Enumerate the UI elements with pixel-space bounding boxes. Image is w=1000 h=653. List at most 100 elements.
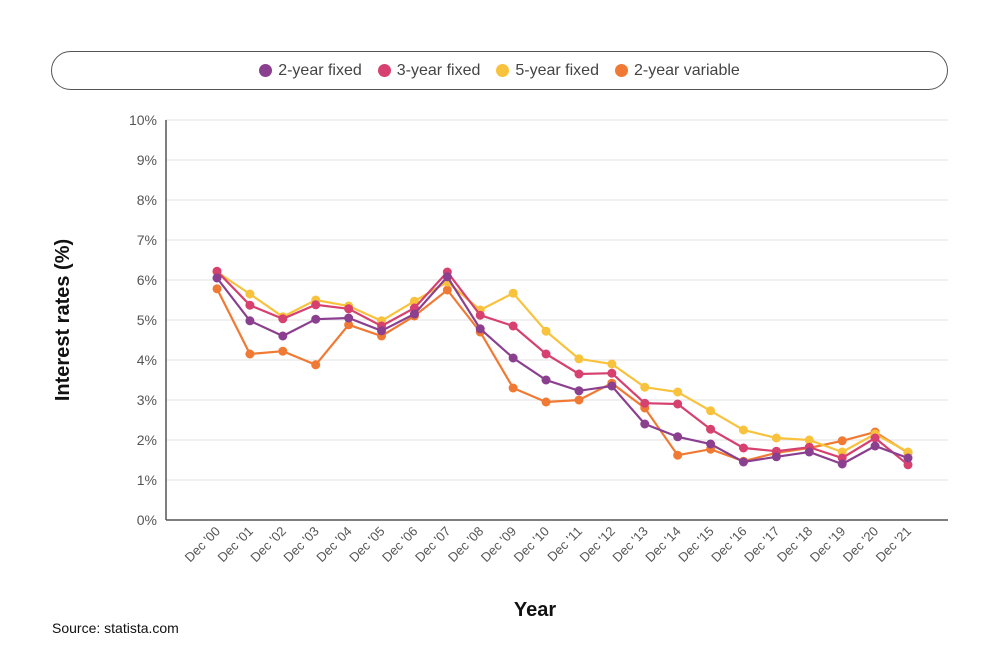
- data-point-5-year-fixed: [804, 435, 814, 445]
- data-point-5-year-fixed: [607, 359, 617, 369]
- source-note: Source: statista.com: [52, 620, 179, 636]
- x-tick-label: Dec '05: [346, 524, 387, 565]
- x-tick-label: Dec '21: [873, 524, 914, 565]
- data-point-3-year-fixed: [837, 453, 847, 463]
- data-point-2-year-fixed: [541, 375, 551, 385]
- data-point-5-year-fixed: [837, 447, 847, 457]
- data-point-2-year-variable: [475, 327, 485, 337]
- legend-marker: [496, 64, 510, 77]
- legend: 2-year fixed 3-year fixed 5-year fixed 2…: [51, 51, 948, 90]
- data-point-5-year-fixed: [640, 382, 650, 392]
- data-point-5-year-fixed: [212, 267, 222, 277]
- x-tick-label: Dec '19: [807, 524, 848, 565]
- data-point-2-year-fixed: [706, 439, 716, 449]
- y-tick-label: 9%: [137, 152, 157, 168]
- y-tick-label: 1%: [137, 472, 157, 488]
- x-tick-label: Dec '13: [609, 524, 650, 565]
- data-point-5-year-fixed: [442, 277, 452, 287]
- data-point-2-year-fixed: [804, 447, 814, 457]
- y-tick-label: 4%: [137, 352, 157, 368]
- y-axis-title: Interest rates (%): [52, 239, 74, 401]
- data-point-2-year-variable: [574, 395, 584, 405]
- data-point-2-year-variable: [278, 346, 288, 356]
- data-point-2-year-variable: [344, 320, 354, 330]
- x-tick-label: Dec '07: [412, 524, 453, 565]
- y-tick-label: 5%: [137, 312, 157, 328]
- x-tick-label: Dec '17: [741, 524, 782, 565]
- data-point-2-year-variable: [771, 448, 781, 458]
- data-point-3-year-fixed: [311, 300, 321, 310]
- data-point-2-year-variable: [377, 331, 387, 341]
- series-line-2-year-fixed: [216, 274, 909, 466]
- data-point-2-year-fixed: [245, 316, 255, 326]
- data-point-5-year-fixed: [541, 326, 551, 336]
- data-point-3-year-fixed: [607, 368, 617, 378]
- x-tick-label: Dec '01: [215, 524, 256, 565]
- data-point-5-year-fixed: [771, 433, 781, 443]
- data-point-2-year-variable: [738, 456, 748, 466]
- legend-label: 3-year fixed: [396, 61, 481, 79]
- data-point-3-year-fixed: [278, 314, 288, 324]
- data-point-2-year-variable: [607, 378, 617, 388]
- legend-item-5-year-fixed[interactable]: 5-year fixed: [496, 62, 599, 80]
- legend-label: 2-year variable: [633, 61, 740, 79]
- data-point-5-year-fixed: [475, 305, 485, 315]
- data-point-2-year-fixed: [640, 419, 650, 429]
- data-point-2-year-fixed: [475, 324, 485, 334]
- data-point-3-year-fixed: [508, 321, 518, 331]
- data-point-2-year-fixed: [311, 314, 321, 324]
- data-point-3-year-fixed: [442, 267, 452, 277]
- data-point-2-year-fixed: [870, 441, 880, 451]
- y-tick-label: 10%: [129, 112, 157, 128]
- data-point-3-year-fixed: [377, 321, 387, 331]
- legend-label: 2-year fixed: [278, 61, 362, 79]
- legend-marker: [259, 64, 273, 77]
- y-tick-label: 3%: [137, 392, 157, 408]
- data-point-3-year-fixed: [640, 398, 650, 408]
- y-tick-label: 6%: [137, 272, 157, 288]
- series-line-2-year-variable: [216, 288, 909, 463]
- data-point-2-year-fixed: [377, 326, 387, 336]
- x-tick-label: Dec '00: [182, 524, 223, 565]
- data-point-5-year-fixed: [903, 447, 913, 457]
- data-point-3-year-fixed: [475, 310, 485, 320]
- data-point-2-year-fixed: [574, 386, 584, 396]
- x-tick-label: Dec '18: [774, 524, 815, 565]
- data-point-2-year-variable: [837, 436, 847, 446]
- legend-item-2-year-fixed[interactable]: 2-year fixed: [259, 62, 362, 80]
- data-point-2-year-variable: [311, 360, 321, 370]
- x-tick-label: Dec '12: [576, 524, 617, 565]
- data-point-2-year-fixed: [771, 452, 781, 462]
- data-point-5-year-fixed: [409, 296, 419, 306]
- data-point-3-year-fixed: [804, 442, 814, 452]
- legend-marker: [614, 64, 628, 77]
- data-point-5-year-fixed: [377, 316, 387, 326]
- data-point-3-year-fixed: [409, 303, 419, 313]
- series-line-3-year-fixed: [216, 270, 909, 466]
- data-point-3-year-fixed: [738, 443, 748, 453]
- y-tick-label: 8%: [137, 192, 157, 208]
- data-point-2-year-variable: [442, 285, 452, 295]
- data-point-5-year-fixed: [870, 429, 880, 439]
- data-point-2-year-fixed: [212, 273, 222, 283]
- legend-item-2-year-variable[interactable]: 2-year variable: [614, 61, 740, 80]
- data-point-3-year-fixed: [245, 300, 255, 310]
- data-point-3-year-fixed: [870, 433, 880, 443]
- x-tick-label: Dec '20: [840, 524, 881, 565]
- x-tick-label: Dec '15: [675, 524, 716, 565]
- data-point-5-year-fixed: [508, 288, 518, 298]
- data-point-2-year-variable: [903, 448, 913, 458]
- data-point-5-year-fixed: [278, 312, 288, 322]
- legend-item-3-year-fixed[interactable]: 3-year fixed: [377, 61, 481, 80]
- data-point-3-year-fixed: [541, 349, 551, 359]
- data-point-5-year-fixed: [311, 295, 321, 305]
- data-point-2-year-variable: [409, 311, 419, 321]
- data-point-2-year-variable: [212, 284, 222, 294]
- series-line-5-year-fixed: [216, 271, 909, 454]
- data-point-3-year-fixed: [673, 399, 683, 409]
- data-point-2-year-variable: [673, 450, 683, 460]
- data-point-2-year-fixed: [278, 331, 288, 341]
- data-point-3-year-fixed: [574, 369, 584, 379]
- legend-marker: [377, 64, 391, 77]
